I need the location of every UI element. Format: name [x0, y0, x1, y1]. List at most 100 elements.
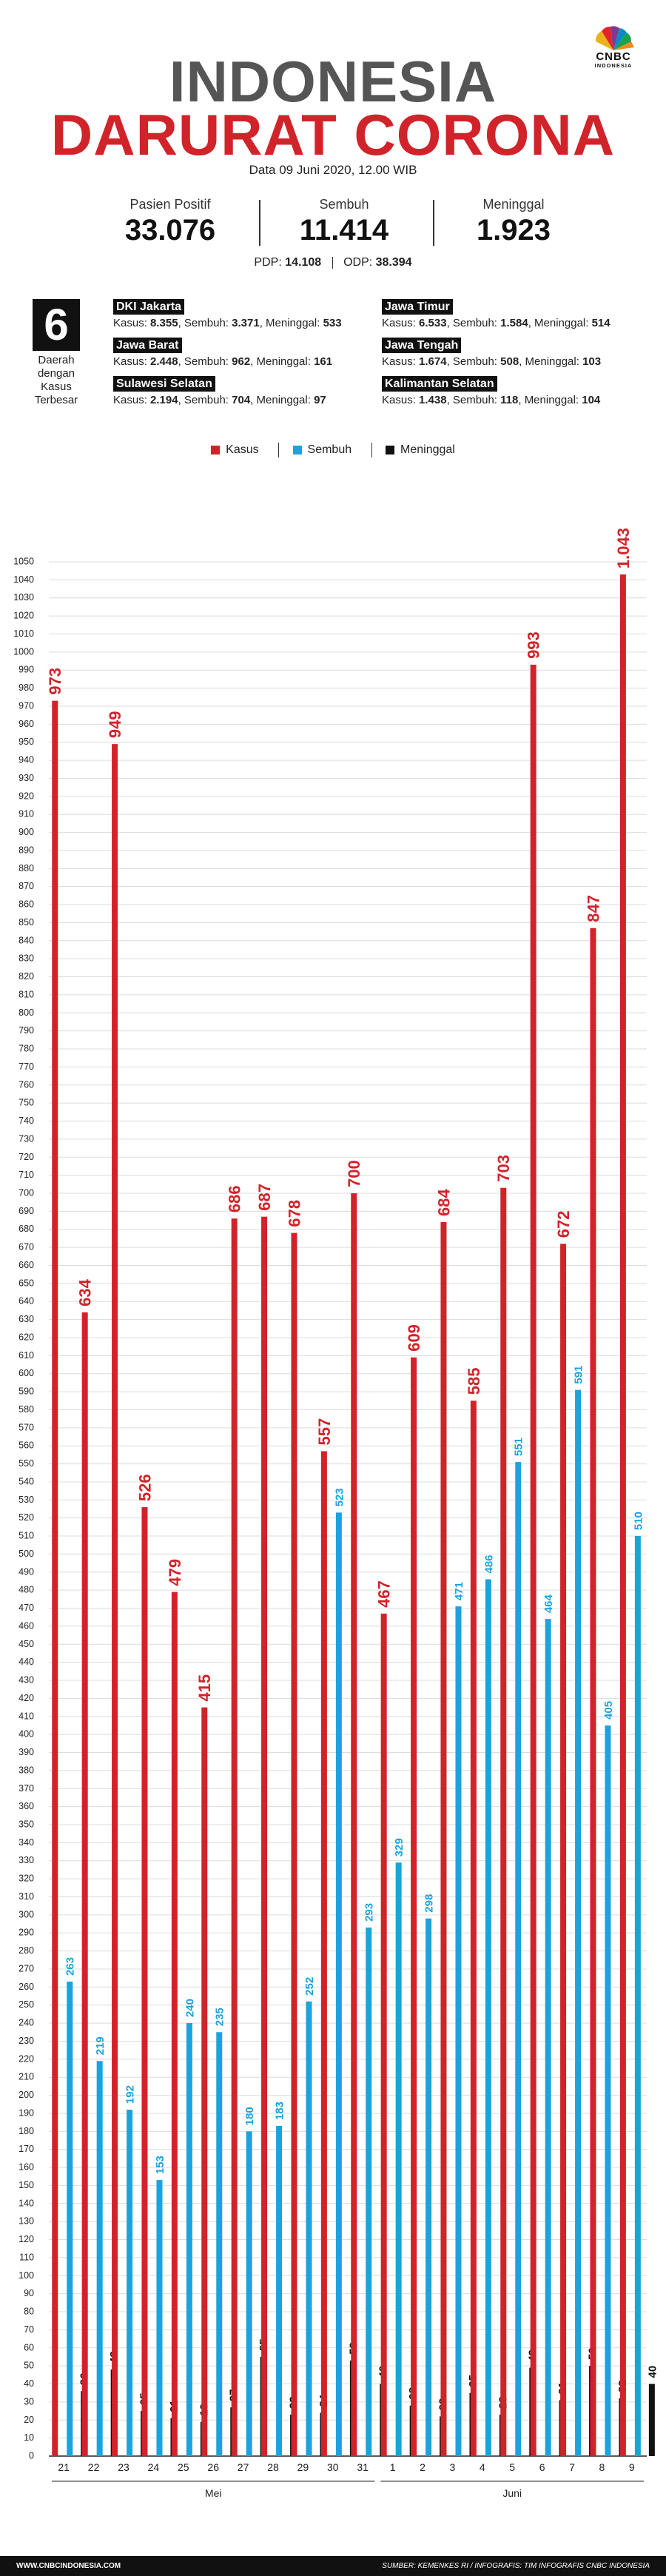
region-kalimantan-selatan: Kalimantan Selatan Kasus: 1.438, Sembuh:… [382, 376, 600, 406]
stat-meninggal: Meninggal 1.923 [425, 197, 602, 248]
legend-label: Kasus [226, 443, 259, 456]
y-tick-label: 810 [18, 989, 34, 999]
y-tick-label: 820 [18, 971, 34, 982]
x-tick-label: 28 [267, 2461, 279, 2473]
y-tick-label: 80 [24, 2307, 34, 2317]
legend-swatch [386, 445, 395, 455]
logo-subtext: INDONESIA [594, 62, 633, 69]
y-tick-label: 710 [18, 1170, 34, 1180]
region-jawa-timur: Jawa Timur Kasus: 6.533, Sembuh: 1.584, … [382, 299, 610, 329]
y-tick-label: 200 [18, 2090, 34, 2100]
bar-sembuh [276, 2126, 283, 2456]
y-tick-label: 780 [18, 1044, 34, 1054]
stat-divider [433, 200, 434, 246]
kasus-value: 1.674 [419, 355, 447, 368]
y-tick-label: 230 [18, 2036, 34, 2046]
data-label-kasus: 526 [135, 1474, 154, 1501]
y-tick-label: 520 [18, 1512, 34, 1523]
y-tick-label: 740 [18, 1116, 34, 1126]
y-tick-label: 150 [18, 2180, 34, 2190]
y-tick-label: 180 [18, 2126, 34, 2136]
x-tick-label: 9 [629, 2461, 635, 2473]
bar-sembuh [395, 1862, 402, 2456]
y-tick-label: 890 [18, 845, 34, 855]
region-jawa-tengah: Jawa Tengah Kasus: 1.674, Sembuh: 508, M… [382, 338, 601, 368]
y-tick-label: 870 [18, 881, 34, 891]
region-sulawesi-selatan: Sulawesi Selatan Kasus: 2.194, Sembuh: 7… [113, 376, 326, 406]
bar-sembuh [426, 1918, 432, 2456]
data-label-kasus: 949 [106, 711, 124, 738]
y-tick-label: 530 [18, 1495, 34, 1505]
y-tick-label: 880 [18, 863, 34, 873]
data-label-sembuh: 471 [453, 1582, 465, 1600]
bar-sembuh [246, 2131, 252, 2456]
meninggal-value: 104 [582, 394, 601, 406]
y-tick-label: 630 [18, 1314, 34, 1324]
data-label-sembuh: 523 [333, 1488, 346, 1506]
y-tick-label: 690 [18, 1206, 34, 1216]
sembuh-value: 118 [500, 394, 519, 406]
legend-divider [371, 443, 372, 457]
y-tick-label: 940 [18, 755, 34, 765]
kasus-value: 1.438 [419, 394, 447, 406]
legend-label: Meninggal [400, 443, 455, 456]
y-tick-label: 860 [18, 899, 34, 910]
legend-swatch [292, 445, 302, 455]
y-tick-label: 480 [18, 1585, 34, 1595]
y-tick-label: 960 [18, 719, 34, 729]
kasus-value: 8.355 [150, 317, 178, 329]
x-tick-label: 26 [207, 2461, 219, 2473]
y-tick-label: 920 [18, 791, 34, 801]
y-tick-label: 730 [18, 1133, 34, 1144]
sembuh-label: Sembuh: [184, 355, 229, 368]
y-tick-label: 540 [18, 1476, 34, 1486]
y-tick-label: 210 [18, 2072, 34, 2082]
title-line-2: DARURAT CORONA [50, 102, 616, 167]
y-tick-label: 580 [18, 1404, 34, 1415]
x-tick-label: 21 [58, 2461, 70, 2473]
legend-item-sembuh: Sembuh [292, 443, 352, 457]
bar-kasus [81, 1312, 88, 2456]
y-tick-label: 1020 [13, 611, 34, 621]
data-label-sembuh: 235 [214, 2008, 226, 2026]
bar-kasus [351, 1193, 357, 2456]
pdp-odp-line: PDP: 14.108 ODP: 38.394 [0, 256, 666, 269]
x-tick-label: 30 [327, 2461, 339, 2473]
bar-kasus [52, 700, 58, 2457]
bar-sembuh [575, 1389, 582, 2456]
data-label-kasus: 672 [554, 1211, 573, 1238]
footer-site: WWW.CNBCINDONESIA.COM [16, 2562, 121, 2570]
data-label-kasus: 467 [375, 1580, 394, 1608]
stat-value: 11.414 [299, 214, 389, 246]
y-tick-label: 1000 [13, 646, 34, 657]
peacock-icon [595, 26, 634, 50]
data-label-sembuh: 329 [393, 1838, 406, 1856]
y-tick-label: 290 [18, 1928, 34, 1938]
y-tick-label: 10 [24, 2432, 34, 2443]
x-tick-label: 27 [238, 2461, 249, 2473]
y-tick-label: 350 [18, 1819, 34, 1830]
y-tick-label: 510 [18, 1531, 34, 1541]
meninggal-value: 103 [582, 355, 602, 368]
y-tick-label: 700 [18, 1188, 34, 1198]
data-label-kasus: 678 [285, 1200, 303, 1227]
group-label: Juni [502, 2487, 522, 2499]
meninggal-value: 97 [314, 394, 326, 406]
bar-kasus [530, 664, 536, 2457]
x-tick-label: 8 [599, 2461, 605, 2473]
bar-kasus [560, 1244, 567, 2456]
x-tick-label: 5 [509, 2461, 515, 2473]
y-tick-label: 500 [18, 1549, 34, 1559]
kasus-label: Kasus: [113, 394, 147, 406]
pdp-label: PDP: [254, 256, 282, 269]
legend-divider [278, 443, 280, 457]
y-tick-label: 850 [18, 917, 34, 928]
stat-sembuh: Sembuh 11.414 [255, 197, 433, 248]
region-dki-jakarta: DKI Jakarta Kasus: 8.355, Sembuh: 3.371,… [113, 299, 342, 329]
data-label-kasus: 609 [405, 1324, 423, 1352]
bar-sembuh [156, 2180, 163, 2456]
region-name: Jawa Tengah [382, 338, 462, 353]
data-label-sembuh: 263 [64, 1957, 77, 1976]
stat-label: Pasien Positif [130, 197, 211, 212]
kasus-label: Kasus: [382, 394, 416, 406]
